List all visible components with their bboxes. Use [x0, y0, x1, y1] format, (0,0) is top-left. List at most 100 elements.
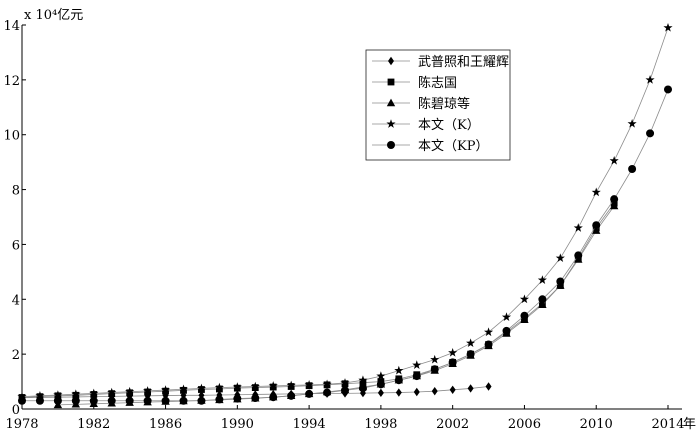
data-point-star-2002: [448, 347, 458, 357]
data-point-circle-1999: [394, 376, 403, 385]
legend-item-2: 陈志国: [372, 75, 457, 91]
legend-marker-star: [386, 119, 396, 128]
data-point-star-2007: [537, 275, 547, 284]
data-point-star-2011: [609, 155, 619, 165]
data-point-circle-2013: [646, 129, 655, 138]
data-point-circle-1998: [376, 380, 385, 389]
data-point-star-1992: [268, 381, 278, 390]
data-point-diamond-2000: [413, 387, 420, 397]
legend-marker-triangle: [386, 98, 396, 107]
data-point-star-1987: [178, 384, 189, 394]
data-point-circle-1990: [233, 394, 242, 403]
data-point-circle-1986: [161, 396, 170, 405]
data-point-circle-2002: [448, 358, 457, 367]
series-4: [17, 22, 673, 401]
legend-marker-circle: [387, 141, 395, 149]
data-point-circle-2003: [466, 350, 475, 359]
y-tick-label: 12: [3, 74, 20, 89]
x-tick-label: 1990: [221, 417, 254, 432]
legend-item-1: 武普照和王耀辉: [372, 55, 509, 70]
data-point-circle-1987: [179, 396, 188, 405]
data-point-circle-1989: [215, 395, 224, 404]
data-point-circle-2007: [538, 295, 547, 304]
data-point-star-1980: [53, 390, 63, 399]
series-layer: [17, 22, 673, 409]
data-point-star-1986: [160, 385, 171, 394]
data-point-circle-2000: [412, 372, 421, 381]
y-tick-label: 6: [12, 238, 20, 253]
data-point-circle-1991: [251, 394, 260, 403]
x-axis-unit-label: 年: [683, 417, 696, 432]
series-5: [18, 85, 672, 405]
data-point-star-1988: [196, 383, 207, 393]
series-line-5: [22, 89, 669, 402]
data-point-diamond-2004: [485, 382, 492, 391]
legend-item-3: 陈碧琼等: [372, 96, 470, 112]
series-line-3: [57, 205, 615, 406]
data-point-circle-1988: [197, 396, 206, 405]
legend-marker-diamond: [388, 56, 394, 66]
data-point-circle-2014: [664, 85, 672, 94]
data-point-diamond-1998: [377, 388, 384, 398]
legend-label: 陈志国: [418, 75, 457, 91]
legend-marker-square: [387, 78, 395, 86]
data-point-star-1994: [304, 380, 314, 389]
data-point-star-1993: [286, 380, 296, 390]
data-point-star-1982: [89, 388, 99, 398]
legend-label: 本文（K）: [418, 118, 480, 133]
data-point-star-2013: [645, 75, 655, 84]
y-tick-label: 2: [12, 348, 20, 363]
data-point-circle-1985: [143, 396, 152, 405]
data-point-star-1990: [232, 382, 242, 391]
data-point-diamond-2001: [431, 386, 438, 396]
y-tick-label: 14: [3, 19, 20, 34]
data-point-circle-1992: [269, 393, 278, 402]
data-point-circle-2005: [502, 326, 511, 335]
data-point-circle-2004: [484, 340, 493, 349]
x-tick-label: 2014: [651, 417, 684, 432]
data-point-diamond-1999: [395, 388, 402, 397]
legend-item-4: 本文（K）: [372, 118, 480, 133]
data-point-circle-1993: [287, 391, 296, 400]
y-tick-label: 4: [12, 293, 20, 308]
data-point-circle-1983: [107, 396, 116, 405]
data-point-circle-1997: [358, 384, 367, 393]
series-3: [53, 201, 619, 409]
data-point-circle-1995: [323, 388, 332, 397]
x-tick-label: 2002: [436, 417, 469, 432]
x-tick-label: 1982: [77, 417, 110, 432]
data-point-star-2009: [573, 223, 583, 232]
x-tick-label: 2006: [508, 417, 541, 432]
data-point-diamond-2002: [449, 385, 456, 394]
x-tick-label: 1978: [5, 417, 38, 432]
data-point-star-1984: [125, 386, 135, 396]
x-tick-label: 1986: [149, 417, 182, 432]
data-point-circle-2010: [592, 221, 601, 230]
legend-label: 武普照和王耀辉: [418, 55, 509, 70]
y-tick-label: 0: [12, 403, 20, 418]
tick-layer: 1978 1982 1986 1990 1994 1998 2002 2006 2010 2014…: [3, 19, 684, 432]
data-point-star-2008: [555, 253, 565, 263]
data-point-circle-1982: [89, 396, 98, 405]
data-point-circle-1984: [125, 396, 134, 405]
data-point-circle-2006: [520, 311, 529, 320]
data-point-star-2012: [627, 118, 637, 128]
data-point-star-1979: [35, 391, 45, 400]
data-point-star-2005: [501, 312, 512, 321]
data-point-star-1989: [214, 382, 224, 392]
y-axis-unit-label: x 10⁴亿元: [24, 8, 83, 23]
data-point-circle-1980: [53, 396, 62, 405]
data-point-star-1981: [71, 389, 81, 399]
y-tick-label: 10: [3, 129, 20, 144]
data-point-circle-2001: [430, 365, 439, 374]
y-tick-label: 8: [12, 184, 20, 199]
data-point-circle-1979: [35, 396, 44, 405]
legend-item-5: 本文（KP）: [372, 139, 488, 154]
series-2: [18, 199, 618, 401]
data-point-star-1995: [322, 379, 332, 389]
legend-label: 陈碧琼等: [418, 96, 470, 112]
data-point-star-2003: [466, 338, 476, 348]
data-point-star-1996: [340, 378, 350, 387]
